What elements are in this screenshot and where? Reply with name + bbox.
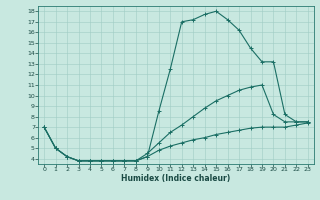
X-axis label: Humidex (Indice chaleur): Humidex (Indice chaleur) <box>121 174 231 183</box>
